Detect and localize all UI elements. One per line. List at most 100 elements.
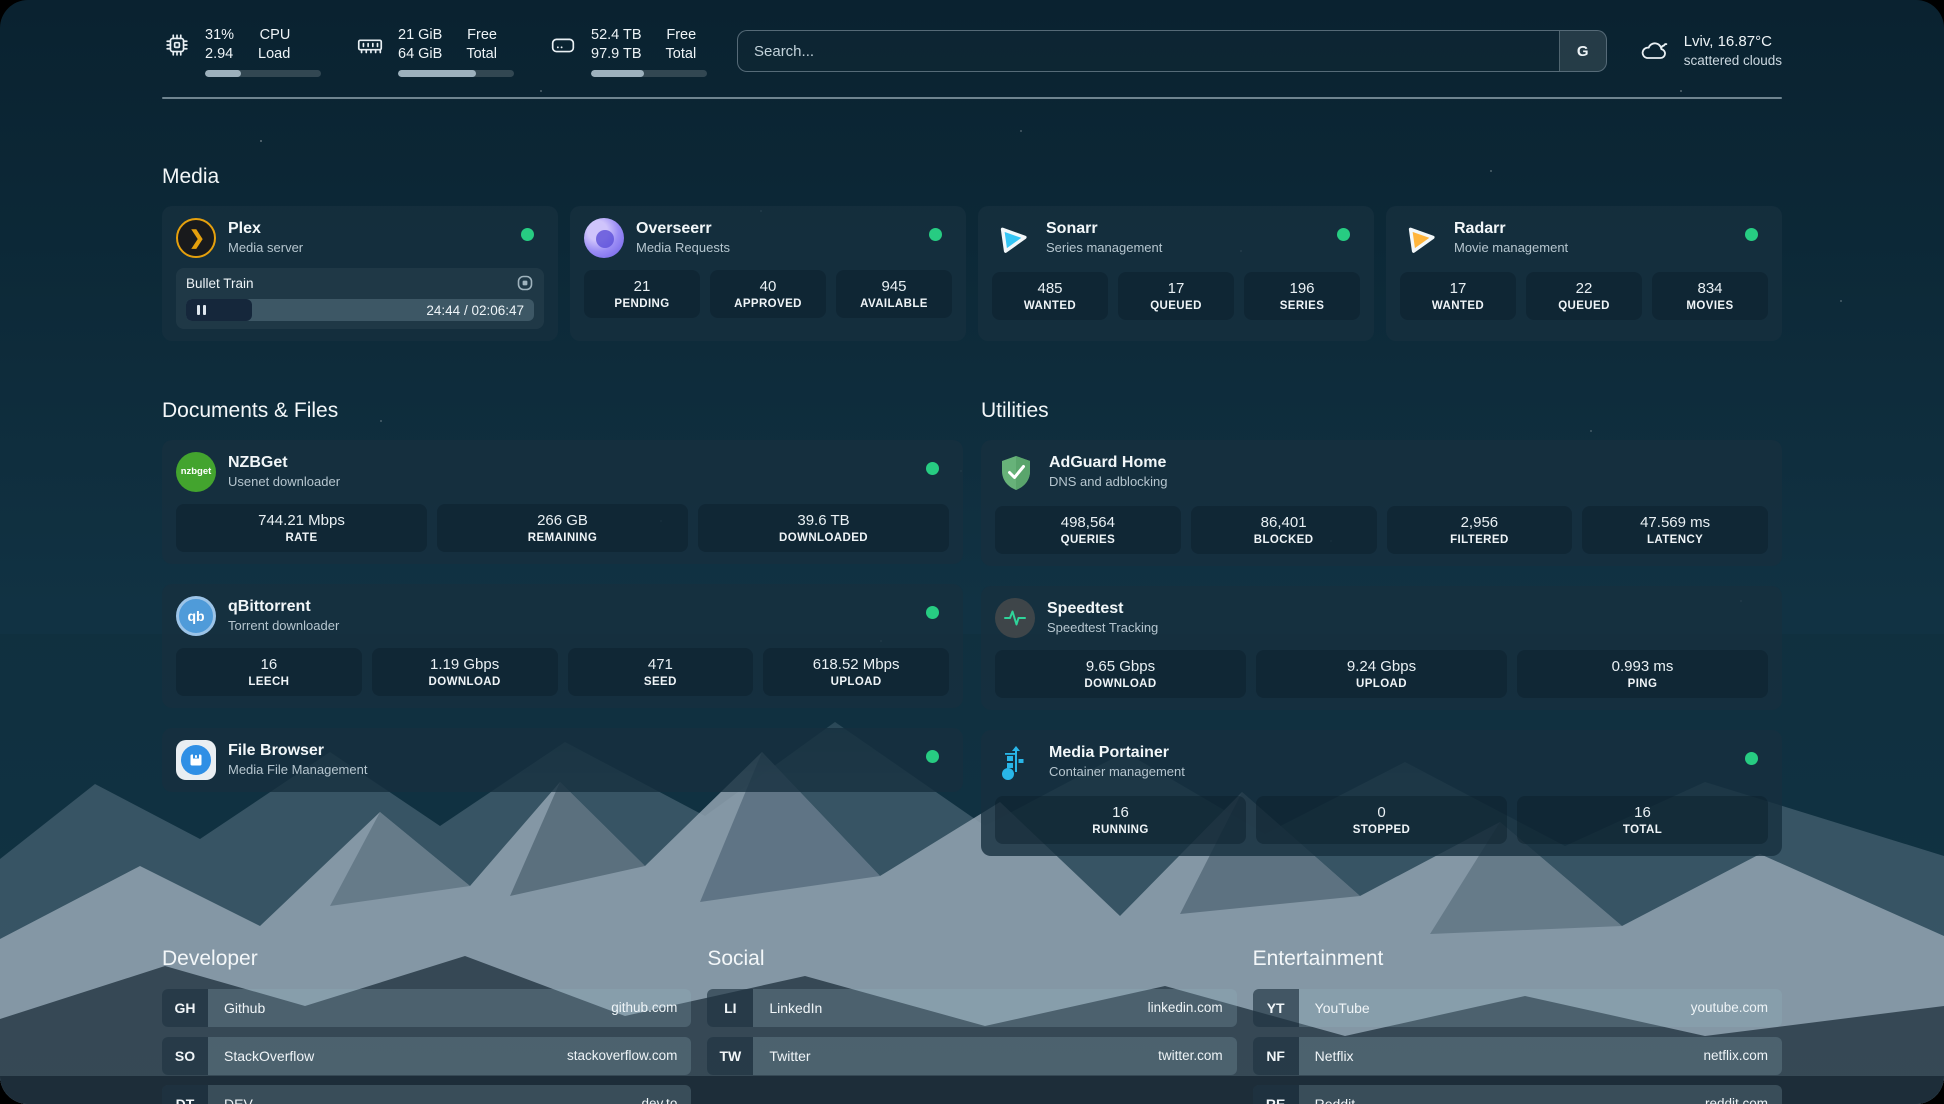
bookmark-github[interactable]: GH Github github.com — [162, 988, 692, 1027]
sonarr-subtitle: Series management — [1046, 239, 1163, 255]
stat-leech: 16 LEECH — [176, 647, 362, 696]
app-card-sonarr[interactable]: Sonarr Series management 485 WANTED 17 Q… — [978, 206, 1374, 342]
bookmark-reddit[interactable]: RE Reddit reddit.com — [1252, 1084, 1782, 1104]
stat-stopped: 0 STOPPED — [1256, 795, 1507, 844]
qbittorrent-icon: qb — [176, 595, 216, 636]
bookmark-linkedin[interactable]: LI LinkedIn linkedin.com — [707, 988, 1237, 1027]
stat-remaining: 266 GB REMAINING — [437, 503, 688, 552]
cpu-load-label: Load — [258, 45, 291, 62]
bookmark-dev[interactable]: DT DEV dev.to — [162, 1084, 692, 1104]
cpu-usage-value: 31% — [205, 27, 235, 43]
app-card-filebrowser[interactable]: File Browser Media File Management — [162, 727, 963, 792]
youtube-badge: YT — [1252, 988, 1299, 1027]
entertainment-section-title: Entertainment — [1252, 947, 1384, 971]
radarr-title: Radarr — [1454, 220, 1506, 238]
nzbget-title: NZBGet — [228, 453, 288, 471]
pause-icon[interactable] — [197, 305, 206, 316]
app-card-speedtest[interactable]: Speedtest Speedtest Tracking 9.65 Gbps D… — [981, 585, 1782, 710]
cpu-stat: 31% 2.94 CPU Load — [162, 26, 321, 77]
status-dot — [926, 461, 939, 475]
qbittorrent-subtitle: Torrent downloader — [228, 617, 340, 633]
stat-series: 196 SERIES — [1244, 272, 1360, 321]
status-dot — [521, 228, 534, 242]
app-card-radarr[interactable]: Radarr Movie management 17 WANTED 22 QUE… — [1386, 206, 1782, 342]
plex-icon: ❯ — [176, 218, 216, 259]
section-entertainment: Entertainment YT YouTube youtube.com NF … — [1252, 930, 1782, 1104]
stat-wanted: 17 WANTED — [1400, 272, 1516, 321]
utilities-section-title: Utilities — [981, 398, 1049, 422]
media-section-title: Media — [162, 164, 220, 188]
cloud-icon — [1637, 34, 1671, 68]
plex-now-playing: Bullet Train 24:44 / 02:06:4 — [176, 268, 544, 330]
overseerr-icon — [584, 218, 624, 259]
radarr-subtitle: Movie management — [1454, 239, 1569, 255]
memory-total-value: 64 GiB — [398, 45, 443, 62]
app-card-plex[interactable]: ❯ Plex Media server Bullet Train — [162, 206, 558, 342]
stat-upload: 9.24 Gbps UPLOAD — [1256, 649, 1507, 698]
plex-title: Plex — [228, 220, 261, 238]
app-card-portainer[interactable]: Media Portainer Container management 16 … — [981, 729, 1782, 856]
stat-upload: 618.52 Mbps UPLOAD — [763, 647, 949, 696]
stat-movies: 834 MOVIES — [1652, 272, 1768, 321]
status-dot — [926, 605, 939, 619]
cpu-progress-bar — [205, 69, 321, 77]
section-social: Social LI LinkedIn linkedin.com TW Twitt… — [707, 930, 1237, 1104]
cpu-label: CPU — [259, 27, 291, 43]
speedtest-title: Speedtest — [1047, 599, 1124, 617]
status-dot — [929, 228, 942, 242]
stat-pending: 21 PENDING — [584, 270, 700, 319]
memory-stat: 21 GiB 64 GiB Free Total — [355, 26, 514, 77]
memory-progress-bar — [398, 69, 514, 77]
section-media: Media ❯ Plex Media server Bullet Trai — [162, 164, 1782, 342]
bookmark-stackoverflow[interactable]: SO StackOverflow stackoverflow.com — [162, 1036, 692, 1075]
storage-total-value: 97.9 TB — [591, 45, 642, 62]
stat-queued: 17 QUEUED — [1118, 272, 1234, 321]
github-badge: GH — [162, 988, 208, 1027]
mountain-background — [0, 634, 1944, 1104]
memory-icon — [355, 30, 385, 60]
stat-ping: 0.993 ms PING — [1517, 649, 1768, 698]
adguard-icon — [995, 452, 1037, 494]
search-input[interactable] — [738, 31, 1559, 72]
stat-download: 1.19 Gbps DOWNLOAD — [371, 647, 558, 696]
stat-seed: 471 SEED — [567, 647, 754, 696]
playback-progress-bar[interactable]: 24:44 / 02:06:47 — [186, 299, 534, 322]
linkedin-badge: LI — [707, 988, 754, 1027]
memory-total-label: Total — [466, 45, 497, 62]
app-card-nzbget[interactable]: nzbget NZBGet Usenet downloader 744.21 M… — [162, 439, 963, 564]
filebrowser-subtitle: Media File Management — [228, 761, 368, 777]
developer-section-title: Developer — [162, 947, 258, 971]
sonarr-title: Sonarr — [1046, 220, 1098, 238]
portainer-icon — [995, 742, 1037, 784]
app-card-adguard[interactable]: AdGuard Home DNS and adblocking 498,564 … — [981, 439, 1782, 566]
reddit-badge: RE — [1252, 1084, 1299, 1104]
dev-badge: DT — [162, 1084, 208, 1104]
adguard-subtitle: DNS and adblocking — [1049, 473, 1168, 489]
storage-icon — [548, 30, 578, 60]
stat-blocked: 86,401 BLOCKED — [1190, 505, 1377, 554]
filebrowser-icon — [176, 739, 216, 780]
search-engine-button[interactable]: G — [1558, 31, 1606, 72]
portainer-title: Media Portainer — [1049, 743, 1170, 761]
bookmark-netflix[interactable]: NF Netflix netflix.com — [1252, 1036, 1782, 1075]
weather-condition: scattered clouds — [1683, 53, 1782, 69]
bookmark-youtube[interactable]: YT YouTube youtube.com — [1252, 988, 1782, 1027]
storage-progress-bar — [591, 69, 707, 77]
status-dot — [1745, 751, 1758, 765]
storage-free-value: 52.4 TB — [591, 27, 642, 43]
stat-total: 16 TOTAL — [1517, 795, 1768, 844]
filebrowser-title: File Browser — [228, 741, 325, 759]
stackoverflow-badge: SO — [162, 1036, 208, 1075]
social-section-title: Social — [707, 947, 765, 971]
bookmark-twitter[interactable]: TW Twitter twitter.com — [707, 1036, 1237, 1075]
weather-widget[interactable]: Lviv, 16.87°C scattered clouds — [1637, 32, 1782, 70]
app-card-qbittorrent[interactable]: qb qBittorrent Torrent downloader 16 — [162, 583, 963, 708]
now-playing-title: Bullet Train — [186, 275, 254, 291]
app-card-overseerr[interactable]: Overseerr Media Requests 21 PENDING 40 A… — [570, 206, 966, 342]
stop-icon[interactable] — [516, 274, 534, 292]
stat-approved: 40 APPROVED — [710, 270, 826, 319]
portainer-subtitle: Container management — [1049, 763, 1185, 779]
playback-time: 24:44 / 02:06:47 — [426, 302, 524, 318]
stat-wanted: 485 WANTED — [992, 272, 1108, 321]
